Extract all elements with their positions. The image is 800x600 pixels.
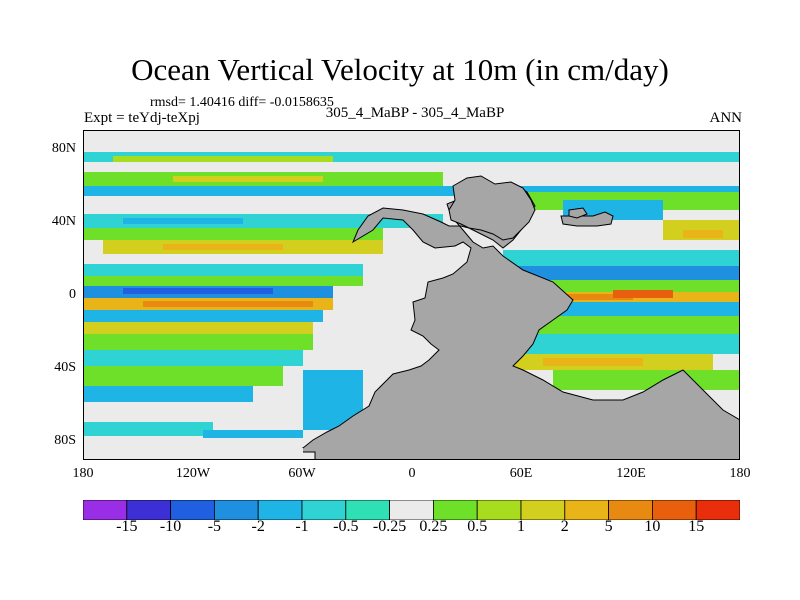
colorbar-label: -5	[207, 518, 222, 535]
experiment-label: Expt = teYdj-teXpj	[84, 110, 200, 126]
colorbar-label: 2	[560, 518, 569, 535]
colorbar-swatch	[520, 500, 566, 520]
colorbar-label: -1	[295, 518, 309, 535]
lon-label-180e: 180	[729, 466, 751, 481]
colorbar-swatch	[170, 500, 215, 520]
lat-label-40n: 40N	[51, 214, 76, 229]
lat-label-eq: 0	[69, 287, 76, 302]
land-masses	[83, 175, 740, 460]
lon-label-60w: 60W	[288, 466, 316, 481]
colorbar-swatch	[83, 500, 128, 520]
colorbar-swatch	[389, 500, 434, 520]
lon-label-120w: 120W	[175, 466, 211, 481]
ocean-map	[83, 130, 740, 460]
colorbar-swatch	[257, 500, 303, 520]
colorbar-label: -10	[159, 518, 182, 535]
colorbar-swatch	[476, 500, 522, 520]
colorbar-label: -0.25	[372, 518, 407, 535]
map-frame	[83, 130, 740, 460]
colorbar-label: 10	[644, 518, 661, 535]
colorbar-label: 15	[688, 518, 705, 535]
colorbar-swatch	[608, 500, 653, 520]
colorbar-label: -15	[116, 518, 138, 535]
colorbar-label: 0.5	[467, 518, 488, 535]
colorbar-swatch	[213, 500, 259, 520]
lat-label-40s: 40S	[54, 360, 76, 375]
colorbar-label: 1	[517, 518, 525, 535]
continent-asia-block	[448, 175, 536, 241]
island-japan	[568, 207, 588, 219]
colorbar	[83, 500, 740, 520]
colorbar-swatch	[695, 500, 740, 520]
colorbar-swatch	[432, 500, 478, 520]
colorbar-label: -0.5	[333, 518, 359, 535]
lat-label-80n: 80N	[51, 141, 76, 156]
lat-label-80s: 80S	[54, 433, 76, 448]
antarctica-strip	[83, 448, 303, 460]
lon-label-60e: 60E	[509, 466, 533, 481]
season-label: ANN	[709, 110, 743, 126]
colorbar-swatch	[301, 500, 347, 520]
lon-label-180w: 180	[72, 466, 94, 481]
lon-label-120e: 120E	[616, 466, 646, 481]
colorbar-label: 5	[604, 518, 613, 535]
colorbar-swatch	[126, 500, 171, 520]
lon-label-0: 0	[408, 466, 416, 481]
colorbar-swatch	[345, 500, 390, 520]
colorbar-label: -2	[251, 518, 265, 535]
colorbar-swatch	[564, 500, 609, 520]
colorbar-label: 0.25	[419, 518, 448, 535]
colorbar-swatch	[652, 500, 697, 520]
island-southeast-asia	[560, 211, 614, 227]
case-label: 305_4_MaBP - 305_4_MaBP	[325, 105, 505, 121]
plot-title: Ocean Vertical Velocity at 10m (in cm/da…	[131, 52, 669, 87]
stats-label: rmsd= 1.40416 diff= -0.0158635	[150, 95, 334, 110]
